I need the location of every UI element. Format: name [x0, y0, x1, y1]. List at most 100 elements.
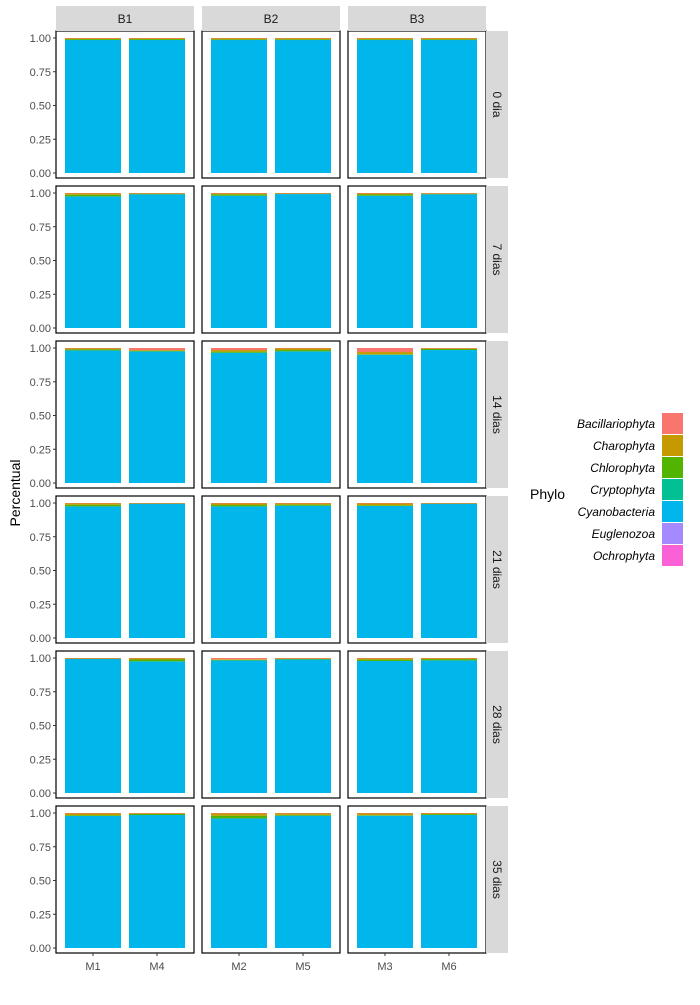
bar-segment-cyanobacteria: [275, 351, 331, 483]
bar-segment-bacillariophyta: [129, 503, 185, 504]
legend-key-cyanobacteria: [662, 501, 683, 522]
bar-segment-charophyta: [357, 193, 413, 195]
bar-segment-chlorophyta: [275, 193, 331, 195]
bar-segment-charophyta: [357, 352, 413, 355]
x-tick-label: M5: [295, 961, 310, 973]
bar-segment-bacillariophyta: [357, 813, 413, 814]
bar-segment-cyanobacteria: [275, 194, 331, 328]
bar-segment-chlorophyta: [129, 193, 185, 195]
y-tick-label: 0.00: [30, 478, 51, 490]
bar-segment-chlorophyta: [357, 39, 413, 41]
bar-segment-chlorophyta: [421, 814, 477, 816]
bar-segment-cyanobacteria: [129, 194, 185, 328]
y-axis-title: Percentual: [7, 460, 23, 527]
bar-segment-chlorophyta: [357, 194, 413, 196]
row-strip: [486, 806, 508, 953]
legend: Phylo Bacillariophyta Charophyta Chlorophy…: [530, 413, 683, 566]
bar-segment-charophyta: [65, 348, 121, 350]
row-strip: [486, 651, 508, 798]
bar-segment-cyanobacteria: [421, 503, 477, 638]
legend-key-ochrophyta: [662, 545, 683, 566]
bar-segment-bacillariophyta: [275, 658, 331, 659]
bar-segment-charophyta: [275, 813, 331, 815]
bar-segment-charophyta: [275, 348, 331, 351]
bar-segment-bacillariophyta: [211, 38, 267, 39]
bar-segment-chlorophyta: [65, 658, 121, 660]
row-strip: [486, 341, 508, 488]
bar-segment-charophyta: [421, 658, 477, 660]
legend-label: Cyanobacteria: [578, 505, 656, 519]
row-strip-label: 28 dias: [490, 705, 504, 744]
bar-segment-bacillariophyta: [357, 503, 413, 504]
bar-segment-charophyta: [211, 38, 267, 40]
bar-segment-bacillariophyta: [421, 813, 477, 814]
bar-segment-bacillariophyta: [129, 38, 185, 39]
bar-segment-chlorophyta: [129, 350, 185, 352]
bar-segment-cyanobacteria: [211, 352, 267, 483]
x-tick-label: M4: [149, 961, 164, 973]
bar-segment-bacillariophyta: [357, 193, 413, 194]
bar-segment-charophyta: [357, 503, 413, 506]
bar-segment-chlorophyta: [211, 659, 267, 661]
bar-segment-cyanobacteria: [421, 660, 477, 793]
bar-segment-chlorophyta: [421, 193, 477, 195]
bar-segment-charophyta: [211, 659, 267, 660]
legend-label: Bacillariophyta: [577, 417, 655, 431]
bar-segment-charophyta: [275, 193, 331, 194]
legend-label: Chlorophyta: [590, 461, 655, 475]
bar-segment-bacillariophyta: [211, 813, 267, 814]
x-tick-label: M2: [231, 961, 246, 973]
bar-segment-cyanobacteria: [211, 40, 267, 174]
legend-label: Ochrophyta: [593, 549, 655, 563]
bar-segment-bacillariophyta: [357, 348, 413, 353]
bar-segment-bacillariophyta: [65, 813, 121, 814]
y-tick-label: 1.00: [30, 498, 51, 510]
bar-segment-cyanobacteria: [129, 503, 185, 638]
bar-segment-cyanobacteria: [357, 195, 413, 328]
bar-segment-cyanobacteria: [357, 815, 413, 948]
bar-segment-charophyta: [129, 193, 185, 194]
bar-segment-charophyta: [211, 503, 267, 506]
bar-segment-cyanobacteria: [421, 40, 477, 174]
bar-segment-chlorophyta: [275, 504, 331, 506]
bar-segment-cyanobacteria: [65, 196, 121, 328]
bar-segment-chlorophyta: [65, 349, 121, 351]
bar-segment-chlorophyta: [129, 813, 185, 816]
bar-segment-cyanobacteria: [275, 815, 331, 948]
bar-segment-charophyta: [65, 193, 121, 195]
bar-segment-bacillariophyta: [421, 348, 477, 349]
bar-segment-cyanobacteria: [129, 40, 185, 174]
bar-segment-charophyta: [421, 38, 477, 40]
legend-key-bacillariophyta: [662, 413, 683, 434]
y-tick-label: 1.00: [30, 653, 51, 665]
y-tick-label: 0.00: [30, 943, 51, 955]
y-tick-label: 0.25: [30, 444, 51, 456]
x-axis: M1 M4 M2 M5 M3 M6: [85, 953, 457, 973]
legend-label: Euglenozoa: [592, 527, 656, 541]
legend-key-euglenozoa: [662, 523, 683, 544]
bar-segment-chlorophyta: [275, 350, 331, 352]
y-tick-label: 1.00: [30, 33, 51, 45]
column-strip: [56, 6, 194, 31]
bar-segment-bacillariophyta: [275, 193, 331, 194]
bar-segment-chlorophyta: [65, 39, 121, 41]
bar-segment-cyanobacteria: [357, 505, 413, 638]
bar-segment-cyanobacteria: [275, 659, 331, 793]
bar-segment-cyanobacteria: [129, 815, 185, 948]
bar-segment-bacillariophyta: [129, 813, 185, 814]
bar-segment-bacillariophyta: [357, 38, 413, 39]
y-tick-label: 0.25: [30, 599, 51, 611]
bar-segment-charophyta: [211, 350, 267, 352]
y-tick-label: 0.50: [30, 256, 51, 268]
legend-label: Cryptophyta: [590, 483, 655, 497]
row-strip-label: 35 dias: [490, 860, 504, 899]
bar-segment-bacillariophyta: [129, 658, 185, 659]
bar-segment-bacillariophyta: [421, 38, 477, 39]
bar-segment-charophyta: [65, 658, 121, 659]
bar-segment-chlorophyta: [211, 351, 267, 353]
bar-segment-chlorophyta: [357, 659, 413, 661]
x-tick-label: M6: [441, 961, 456, 973]
bar-segment-charophyta: [357, 38, 413, 40]
row-strip: [486, 186, 508, 333]
bar-segment-chlorophyta: [357, 354, 413, 355]
